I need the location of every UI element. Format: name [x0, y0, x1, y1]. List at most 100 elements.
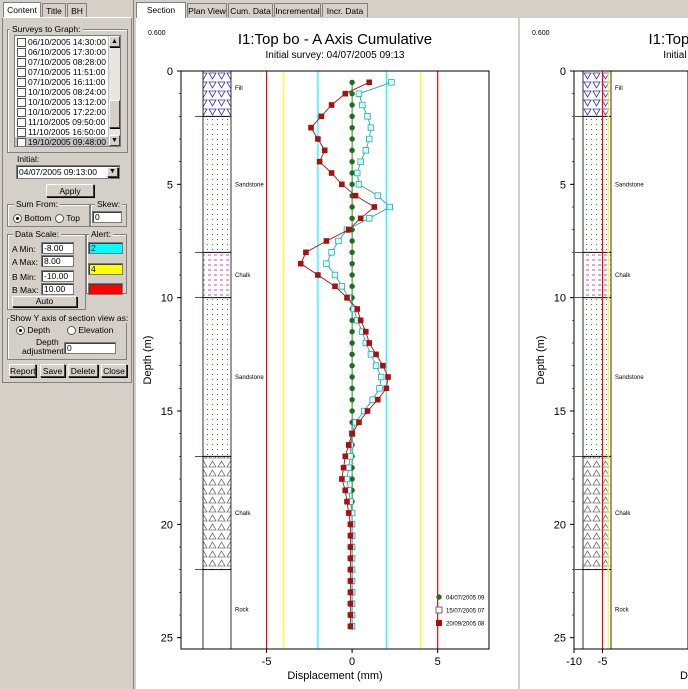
survey-date: 06/10/2005 14:30:00 [28, 37, 106, 47]
survey-list-item[interactable]: 10/10/2005 08:24:00 [15, 87, 110, 97]
charts-area: 0.600 I1:Top bo - A Axis Cumulative Initia… [136, 18, 688, 689]
sum-bottom-label: Bottom [24, 213, 52, 223]
data-point [372, 362, 380, 369]
checkbox-icon[interactable] [17, 37, 26, 47]
data-point [362, 147, 369, 154]
y-tick-label: 0 [560, 66, 566, 78]
checkbox-icon[interactable] [17, 137, 26, 146]
survey-list-item[interactable]: 07/10/2005 08:28:00 [15, 57, 110, 67]
tab-section-view[interactable]: Section View [136, 2, 186, 29]
scroll-down-button[interactable]: ▼ [109, 135, 120, 146]
x-tick-label: -10 [566, 656, 582, 668]
delete-button[interactable]: Delete [68, 364, 98, 377]
surveys-list[interactable]: 06/10/2005 14:30:00 06/10/2005 17:30:00 07… [14, 35, 121, 147]
alert-cyan-field[interactable]: 2 [88, 242, 123, 254]
data-point [356, 419, 362, 426]
data-point [367, 351, 375, 358]
sum-bottom-radio[interactable]: Bottom [13, 213, 52, 224]
stratum-chalk [202, 251, 232, 299]
checkbox-icon[interactable] [17, 117, 26, 127]
a-min-input[interactable]: -8.00 [41, 242, 74, 254]
corner-label: 0.600 [148, 30, 166, 37]
survey-list-item[interactable]: 07/10/2005 11:51:00 [15, 67, 110, 77]
x-axis-label: Disp [680, 670, 688, 682]
y-tick-label: 5 [560, 179, 566, 191]
checkbox-icon[interactable] [17, 47, 26, 57]
checkbox-icon[interactable] [17, 57, 26, 67]
legend-label: 04/07/2005 09 [446, 596, 485, 602]
report-button[interactable]: Report [9, 364, 36, 377]
auto-button[interactable]: Auto [12, 296, 77, 307]
survey-list-item[interactable]: 10/10/2005 13:12:00 [15, 97, 110, 107]
data-point [349, 340, 355, 346]
survey-list-item[interactable]: 19/10/2005 09:48:00 [15, 137, 110, 146]
stratum-label: Chalk [235, 511, 251, 517]
data-point [354, 169, 361, 177]
a-max-input[interactable]: 8.00 [41, 255, 74, 267]
chart-subtitle: Initial survey: 04/07/2005 09:13 [266, 50, 405, 61]
survey-date: 10/10/2005 17:22:00 [28, 107, 106, 117]
chart-layer: 0.600 I1:Top bo - A Axis Cumulative Initia… [136, 18, 688, 689]
data-point [349, 124, 355, 131]
data-point [323, 260, 330, 267]
apply-button[interactable]: Apply [46, 184, 94, 197]
survey-list-item[interactable]: 07/10/2005 16:11:00 [15, 77, 110, 87]
data-point [373, 351, 379, 358]
survey-list-item[interactable]: 06/10/2005 17:30:00 [15, 47, 110, 57]
corner-label: 0.600 [532, 30, 550, 37]
stratum-label: Chalk [615, 273, 631, 279]
y-tick-label: 10 [161, 293, 173, 305]
data-point [349, 113, 355, 120]
alert-yellow-field[interactable]: 4 [88, 263, 123, 275]
tab-cum-data[interactable]: Cum. Data [228, 3, 273, 17]
survey-list-item[interactable]: 11/10/2005 09:50:00 [15, 117, 110, 127]
tab-bh[interactable]: BH [67, 3, 87, 17]
radio-selected-icon [16, 326, 25, 336]
initial-select[interactable]: 04/07/2005 09:13:00 ▼ [16, 165, 120, 179]
skew-input[interactable]: 0 [92, 211, 122, 223]
chevron-down-icon[interactable]: ▼ [107, 167, 118, 177]
survey-date: 11/10/2005 16:50:00 [28, 127, 106, 137]
checkbox-icon[interactable] [17, 67, 26, 77]
sum-top-label: Top [66, 213, 80, 223]
plot-area: Fill Sandstone Chalk Sandstone Chalk Rock [575, 71, 644, 649]
y-tick-label: 15 [554, 406, 566, 418]
survey-list-item[interactable]: 11/10/2005 16:50:00 [15, 127, 110, 137]
checkbox-icon[interactable] [17, 87, 26, 97]
scroll-up-button[interactable]: ▲ [109, 36, 120, 47]
data-point [349, 385, 355, 392]
surveys-label: Surveys to Graph: [10, 24, 83, 34]
scroll-thumb[interactable] [109, 100, 120, 128]
tab-incr-data[interactable]: Incr. Data [322, 3, 368, 17]
survey-list-item[interactable]: 06/10/2005 14:30:00 [15, 37, 110, 47]
close-button[interactable]: Close [101, 364, 127, 377]
tab-plan-view[interactable]: Plan View [187, 3, 227, 17]
tab-incremental[interactable]: Incremental [274, 3, 321, 17]
data-point [349, 90, 355, 97]
legend-label: 15/07/2005 07 [446, 609, 485, 615]
surveys-scrollbar[interactable]: ▲ ▼ [108, 36, 120, 146]
b-min-input[interactable]: -10.00 [41, 270, 74, 282]
b-max-input[interactable]: 10.00 [41, 283, 74, 295]
save-button[interactable]: Save [40, 364, 65, 377]
depth-radio[interactable]: Depth [16, 325, 50, 336]
tab-title[interactable]: Title [42, 3, 66, 17]
depth-adjustment-input[interactable]: 0 [64, 342, 116, 354]
sum-top-radio[interactable]: Top [55, 213, 80, 224]
checkbox-icon[interactable] [17, 77, 26, 87]
data-point [347, 544, 354, 550]
survey-list-item[interactable]: 10/10/2005 17:22:00 [15, 107, 110, 117]
alert-red-field[interactable] [88, 283, 123, 295]
alert-label: Alert: [89, 229, 113, 239]
depth-adj-label-2: adjustment: [22, 346, 66, 356]
checkbox-icon[interactable] [17, 127, 26, 137]
tab-content[interactable]: Content [3, 2, 41, 18]
data-point [380, 362, 386, 369]
elevation-radio[interactable]: Elevation [67, 325, 113, 336]
b-min-label: B Min: [12, 272, 37, 282]
data-point [344, 498, 350, 505]
y-axis-label: Depth (m) [142, 336, 154, 385]
data-point [315, 272, 321, 278]
checkbox-icon[interactable] [17, 97, 26, 107]
checkbox-icon[interactable] [17, 107, 26, 117]
